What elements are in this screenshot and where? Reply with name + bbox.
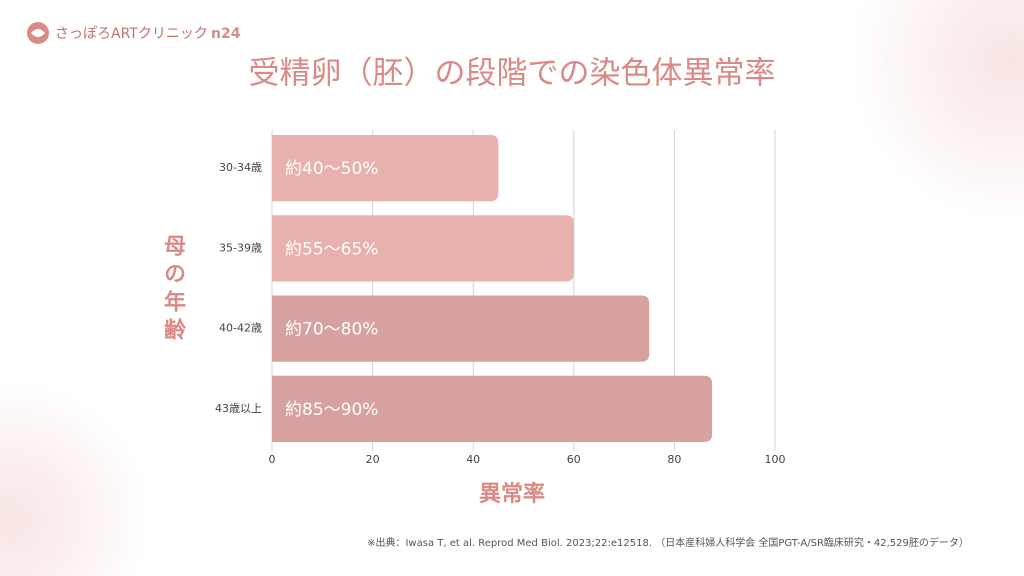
source-note: ※出典：Iwasa T, et al. Reprod Med Biol. 202… [367, 536, 969, 549]
logo: さっぽろARTクリニック n24 [27, 22, 241, 44]
x-axis-title: 異常率 [479, 481, 545, 507]
bar [272, 375, 713, 442]
bar [272, 295, 650, 362]
x-tick-label: 60 [567, 453, 581, 466]
y-tick-label: 40-42歳 [219, 322, 262, 335]
x-tick-label: 100 [765, 453, 786, 466]
x-tick-label: 40 [466, 453, 480, 466]
bar [272, 215, 574, 282]
y-axis-title: 母の年齢 [160, 234, 186, 346]
y-tick-label: 43歳以上 [215, 402, 262, 415]
bar [272, 135, 499, 202]
logo-text: さっぽろARTクリニック [55, 26, 208, 42]
x-tick-label: 0 [269, 453, 276, 466]
bar-value-label: 約40～50% [285, 159, 378, 179]
logo-icon-mark [31, 29, 45, 37]
y-tick-label: 35-39歳 [219, 241, 262, 254]
bar-value-label: 約55～65% [285, 239, 378, 259]
x-tick-label: 20 [366, 453, 380, 466]
x-tick-label: 80 [667, 453, 681, 466]
bar-value-label: 約70～80% [285, 320, 378, 340]
chart-title: 受精卵（胚）の段階での染色体異常率 [249, 56, 776, 92]
logo-suffix: n24 [211, 26, 241, 42]
y-tick-label: 30-34歳 [219, 161, 262, 174]
bar-value-label: 約85～90% [285, 400, 378, 420]
